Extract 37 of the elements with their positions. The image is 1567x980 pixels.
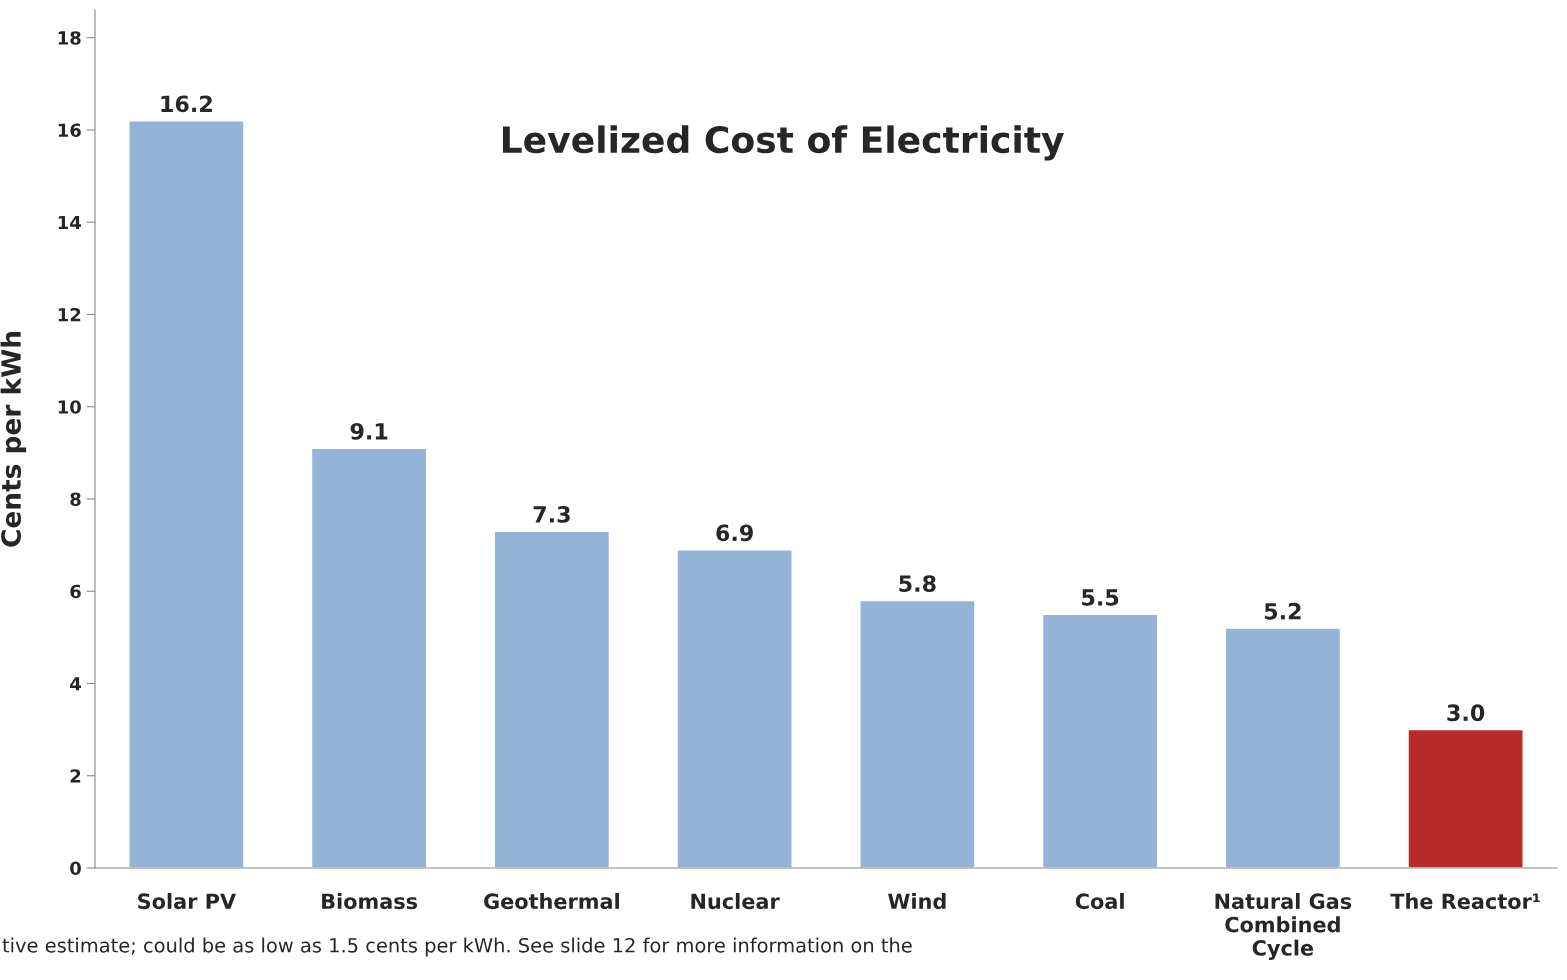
x-tick-label: Nuclear [691, 893, 780, 910]
bar [1407, 728, 1524, 868]
x-tick-label: Natural Gas Combined Cycle [1215, 893, 1352, 960]
x-tick-label: The Reactor¹ [1390, 893, 1540, 910]
y-tick-label: 8 [70, 492, 81, 507]
data-label: 16.2 [161, 95, 212, 113]
y-axis-title: Cents per kWh [0, 332, 27, 547]
text: tive estimate; could be as low as 1.5 cents per kWh. See slide 12 for more information on the [2, 937, 912, 957]
x-tick-label: Coal [1075, 893, 1124, 910]
data-label: 5.2 [1264, 602, 1301, 620]
data-label: 9.1 [350, 422, 388, 440]
bar [859, 599, 976, 868]
x-tick-label: Solar PV [138, 893, 236, 910]
data-label: 5.5 [1082, 589, 1119, 606]
x-tick-label: Wind [888, 893, 946, 910]
data-label: 5.8 [899, 575, 936, 592]
y-tick-label: 0 [70, 861, 81, 876]
bar [1041, 613, 1159, 868]
y-tick-label: 6 [70, 584, 81, 599]
bar [310, 447, 428, 868]
y-tick-label: 10 [58, 400, 81, 414]
bar [1224, 627, 1342, 868]
y-tick-label: 18 [58, 31, 81, 45]
data-label: 3.0 [1447, 704, 1485, 722]
bar [128, 120, 245, 868]
data-label: 6.9 [716, 524, 753, 542]
bar [676, 549, 793, 868]
y-tick-label: 12 [58, 307, 81, 322]
y-tick-label: 16 [58, 123, 81, 138]
y-tick-label: 4 [70, 677, 81, 691]
x-tick-label: Geothermal [484, 893, 619, 910]
y-tick-label: 14 [58, 215, 81, 230]
bar [493, 530, 611, 868]
data-label: 7.3 [533, 505, 570, 523]
text: Levelized Cost of Electricity [502, 125, 1064, 161]
y-tick-label: 2 [70, 769, 81, 783]
x-tick-label: Biomass [322, 893, 418, 910]
